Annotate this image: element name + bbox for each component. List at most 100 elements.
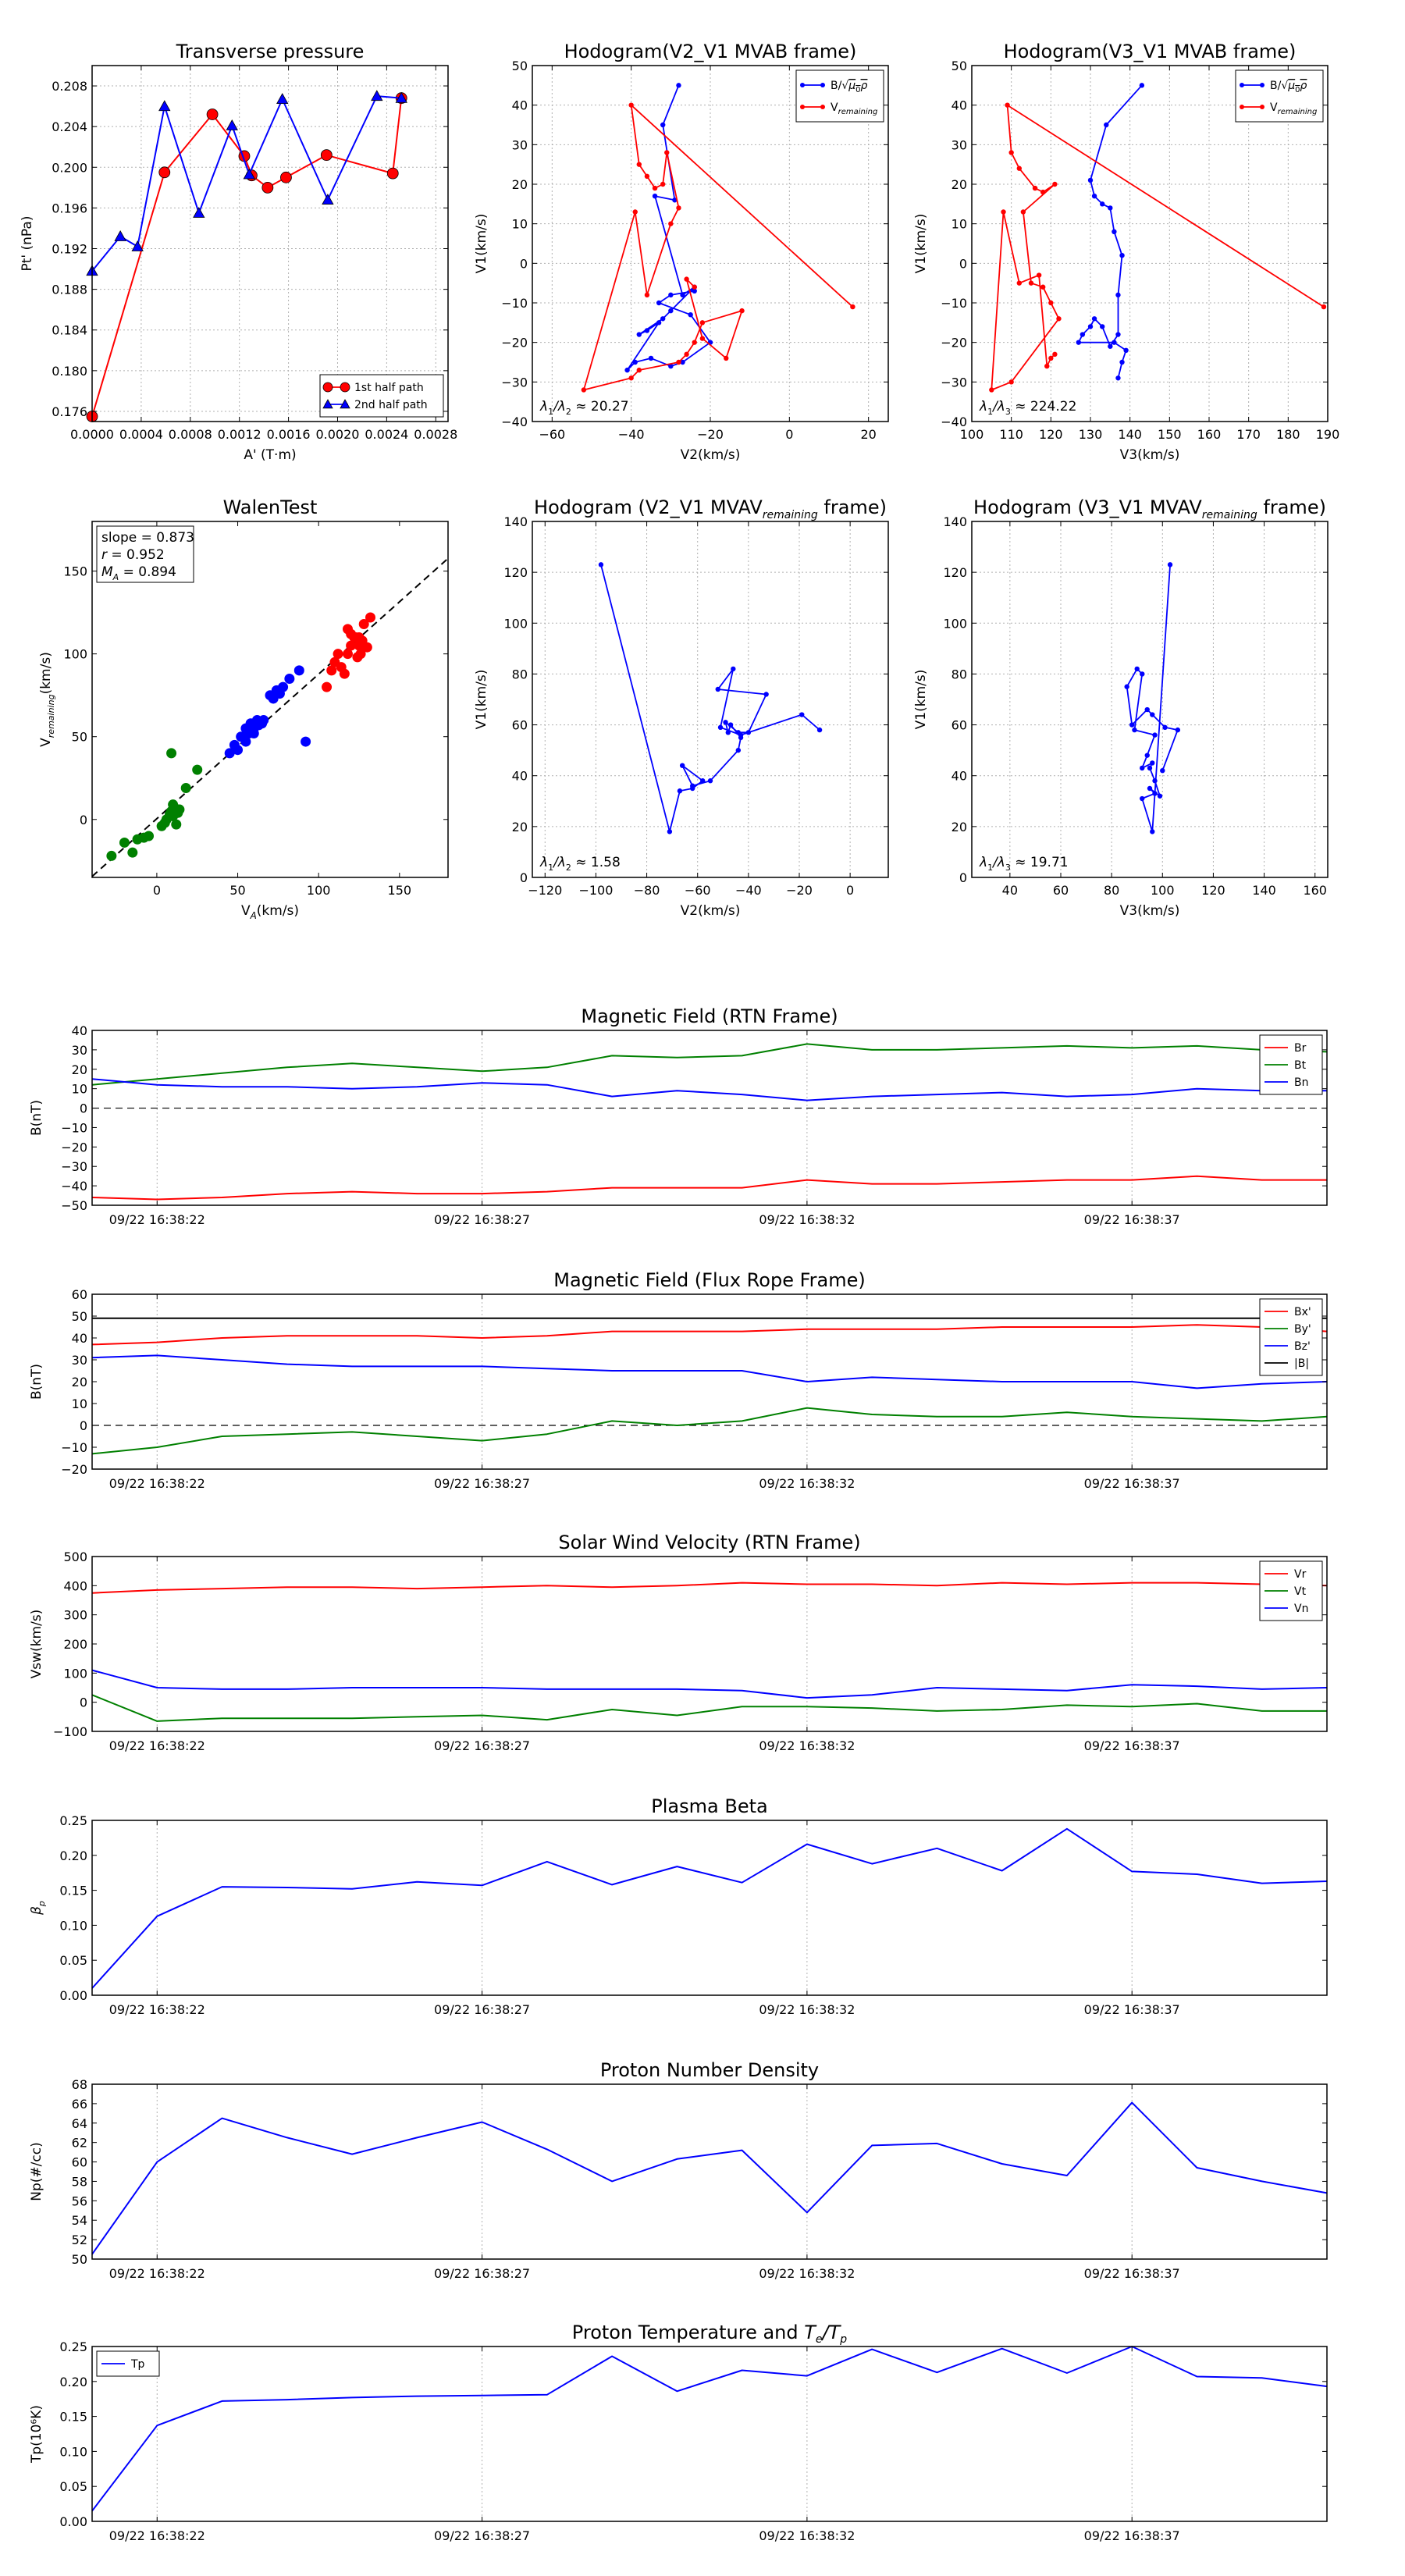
hodogram-v2v1-mvab-series-1-point-1 bbox=[628, 102, 634, 108]
legend-part: B/√ bbox=[831, 80, 848, 92]
hodogram-v2v1-mvab-ytick-label-9: 50 bbox=[512, 59, 528, 73]
transverse-pressure-series-0-line bbox=[91, 98, 403, 417]
hodogram-v3v1-mvav-series-0-point-15 bbox=[1124, 684, 1129, 689]
anno-part: r bbox=[101, 547, 108, 563]
mag-rtn-legend-label-0: Br bbox=[1294, 1042, 1307, 1055]
hodogram-v2v1-mvav-series-0-point-16 bbox=[715, 686, 720, 692]
mag-fluxrope-legend bbox=[1259, 1298, 1323, 1376]
transverse-pressure-ytick-label-8: 0.208 bbox=[52, 79, 87, 94]
transverse-pressure-xlabel: A' (T·m) bbox=[244, 447, 296, 463]
anno-sub: 3 bbox=[1005, 863, 1011, 873]
proton-density-xtick-label-1: 09/22 16:38:27 bbox=[434, 2266, 530, 2281]
transverse-pressure-ytick-label-4: 0.192 bbox=[52, 242, 87, 257]
hodogram-v2v1-mvab-ytick-label-0: −40 bbox=[501, 415, 528, 429]
mag-fluxrope-series-1-line bbox=[91, 1407, 1328, 1455]
hodogram-v3v1-mvab-legend-label-1: Vremaining bbox=[1270, 101, 1317, 116]
transverse-pressure-series-1-point-2 bbox=[131, 240, 144, 251]
hodogram-v3v1-mvav-xtick-label-6: 160 bbox=[1303, 883, 1327, 898]
walen-test-series-0-point-2 bbox=[127, 847, 138, 858]
hodogram-v2v1-mvab-series-0-point-15 bbox=[680, 359, 685, 365]
walen-test-series-2-point-19 bbox=[354, 640, 365, 651]
transverse-pressure-series-1-point-5 bbox=[226, 119, 238, 130]
plasma-beta-ytick-label-1: 0.05 bbox=[59, 1953, 87, 1968]
transverse-pressure-legend-marker-0a bbox=[322, 382, 333, 393]
title-part: /T bbox=[821, 2322, 842, 2343]
walen-test-series-2-point-3 bbox=[333, 649, 343, 660]
hodogram-v2v1-mvav-xtick-label-5: −20 bbox=[786, 883, 813, 898]
hodogram-v2v1-mvav-xtick-label-1: −100 bbox=[578, 883, 613, 898]
proton-density-ytick-label-9: 68 bbox=[72, 2077, 87, 2092]
anno-sub: A bbox=[112, 572, 119, 582]
hodogram-v2v1-mvav-annotation: λ1/λ2 ≈ 1.58 bbox=[539, 855, 621, 873]
hodogram-v2v1-mvav-ytick-label-1: 20 bbox=[512, 820, 528, 834]
hodogram-v3v1-mvav-series-0-point-21 bbox=[1160, 768, 1165, 774]
transverse-pressure-series-1-point-10 bbox=[395, 91, 407, 103]
hodogram-v3v1-mvab-series-1-point-14 bbox=[1001, 209, 1006, 215]
title-sub: remaining bbox=[1202, 509, 1257, 521]
transverse-pressure-series-1-point-9 bbox=[371, 90, 383, 101]
proton-temperature-series-0-line bbox=[91, 2346, 1328, 2512]
anno-sub: 1 bbox=[987, 863, 993, 873]
hodogram-v2v1-mvab-series-1-point-2 bbox=[636, 162, 642, 167]
hodogram-v2v1-mvab-chart: Hodogram(V2_V1 MVAB frame)−60 −40 −20 0 20−4… bbox=[474, 41, 889, 463]
hodogram-v3v1-mvab-series-1-point-12 bbox=[1008, 379, 1014, 385]
hodogram-v3v1-mvav-series-0-point-12 bbox=[1132, 727, 1137, 733]
hodogram-v2v1-mvav-series-0-point-4 bbox=[700, 778, 706, 784]
legend-part: μ bbox=[848, 80, 855, 92]
transverse-pressure-series-1-point-7 bbox=[276, 93, 289, 104]
proton-density-ytick-label-0: 50 bbox=[72, 2252, 87, 2267]
anno-part: /λ bbox=[552, 399, 566, 415]
hodogram-v2v1-mvab-series-0-point-10 bbox=[656, 320, 662, 326]
sw-velocity-ytick-label-3: 200 bbox=[63, 1637, 87, 1652]
mag-rtn-ytick-label-1: −40 bbox=[61, 1179, 87, 1194]
anno-part: M bbox=[101, 564, 113, 580]
hodogram-v3v1-mvab-legend-dot-1b bbox=[1260, 105, 1264, 109]
mag-rtn-chart: Magnetic Field (RTN Frame) −50 −40 −30 −20 −1… bbox=[29, 1005, 1328, 1227]
hodogram-v3v1-mvav-xtick-label-0: 40 bbox=[1002, 883, 1018, 898]
hodogram-v2v1-mvab-series-0-point-9 bbox=[644, 328, 650, 333]
hodogram-v3v1-mvab-series-0-point-11 bbox=[1100, 324, 1105, 329]
hodogram-v3v1-mvab-chart: Hodogram(V3_V1 MVAB frame)100 110 120 130 14… bbox=[913, 41, 1339, 463]
xlabel-sub: A bbox=[250, 910, 257, 921]
mag-rtn-ytick-label-2: −30 bbox=[61, 1159, 87, 1174]
anno-part: λ bbox=[979, 855, 987, 870]
hodogram-v2v1-mvab-series-0-point-12 bbox=[632, 359, 638, 365]
transverse-pressure-legend-label-0: 1st half path bbox=[354, 382, 424, 394]
hodogram-v3v1-mvab-ytick-label-3: −10 bbox=[941, 296, 967, 311]
mag-rtn-xtick-label-1: 09/22 16:38:27 bbox=[434, 1212, 530, 1227]
hodogram-v2v1-mvab-series-0-point-11 bbox=[624, 367, 630, 373]
anno-part: /λ bbox=[991, 399, 1005, 415]
anno-sub: 2 bbox=[566, 863, 571, 873]
plasma-beta-xtick-label-1: 09/22 16:38:27 bbox=[434, 2002, 530, 2017]
walen-test-series-0-point-5 bbox=[144, 831, 155, 841]
proton-density-title: Proton Number Density bbox=[600, 2059, 819, 2081]
hodogram-v2v1-mvab-series-0-point-4 bbox=[680, 292, 685, 298]
hodogram-v2v1-mvav-series-0-line bbox=[600, 564, 820, 833]
hodogram-v3v1-mvab-series-1-line bbox=[991, 104, 1325, 391]
hodogram-v3v1-mvab-legend-label-0: B/√μ0ρ bbox=[1270, 80, 1307, 94]
transverse-pressure-xtick-label-3: 0.0012 bbox=[218, 427, 261, 442]
hodogram-v3v1-mvav-series-0-point-2 bbox=[1140, 795, 1145, 802]
walen-test-series-1-point-20 bbox=[248, 728, 259, 738]
mag-fluxrope-title: Magnetic Field (Flux Rope Frame) bbox=[553, 1269, 865, 1291]
mag-rtn-ytick-label-5: 0 bbox=[80, 1101, 87, 1116]
hodogram-v2v1-mvab-series-1-point-16 bbox=[692, 340, 697, 345]
hodogram-v2v1-mvab-ylabel: V1(km/s) bbox=[474, 214, 489, 274]
proton-temperature-ytick-label-2: 0.10 bbox=[59, 2444, 87, 2459]
hodogram-v2v1-mvab-legend-label-1: Vremaining bbox=[831, 101, 877, 116]
hodogram-v2v1-mvab-series-0-point-17 bbox=[688, 312, 693, 318]
hodogram-v2v1-mvab-legend-dot-1a bbox=[800, 105, 805, 109]
mag-fluxrope-ytick-label-4: 20 bbox=[72, 1375, 87, 1389]
hodogram-v3v1-mvav-ytick-label-7: 140 bbox=[943, 514, 967, 529]
hodogram-v2v1-mvav-series-0-point-12 bbox=[723, 720, 728, 725]
anno-part: /λ bbox=[991, 855, 1005, 870]
walen-test-xtick-label-0: 0 bbox=[153, 883, 161, 898]
mag-fluxrope-legend-label-2: Bz' bbox=[1294, 1340, 1311, 1353]
transverse-pressure-series-0-point-8 bbox=[386, 167, 399, 180]
hodogram-v3v1-mvab-ytick-label-8: 40 bbox=[951, 98, 967, 113]
plasma-beta-ytick-label-3: 0.15 bbox=[59, 1884, 87, 1898]
sw-velocity-series-2-line bbox=[91, 1669, 1328, 1699]
legend-part: μ bbox=[1287, 80, 1295, 92]
hodogram-v2v1-mvab-ytick-label-4: 0 bbox=[520, 256, 528, 271]
